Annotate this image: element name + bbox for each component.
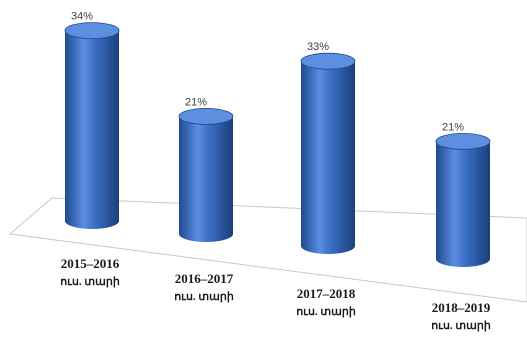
category-sublabel: ուս. տարի [431,320,491,332]
bar-2017–2018 [300,52,356,255]
bar-2016–2017 [178,108,234,242]
category-sublabel: ուս. տարի [174,291,234,303]
data-label: 21% [185,96,207,108]
bar-body [301,61,355,255]
bar-2015–2016 [64,22,120,229]
bar-top [300,52,356,70]
category-sublabel: ուս. տարի [296,306,356,318]
category-sublabel: ուս. տարի [60,276,120,288]
data-label: 33% [307,41,329,53]
bar-body [65,30,119,229]
bar-body [436,141,490,267]
bar-top [435,132,491,150]
category-label: 2017–2018 [297,286,356,301]
bar-body [179,116,233,242]
bar-2018–2019 [435,132,491,267]
chart-floor [8,197,527,303]
data-label: 34% [71,11,93,23]
category-label: 2016–2017 [175,271,234,286]
category-label: 2015–2016 [61,256,120,271]
bar-top [64,22,120,40]
bar-top [178,108,234,125]
category-label: 2018–2019 [432,300,491,315]
data-label: 21% [442,121,464,133]
